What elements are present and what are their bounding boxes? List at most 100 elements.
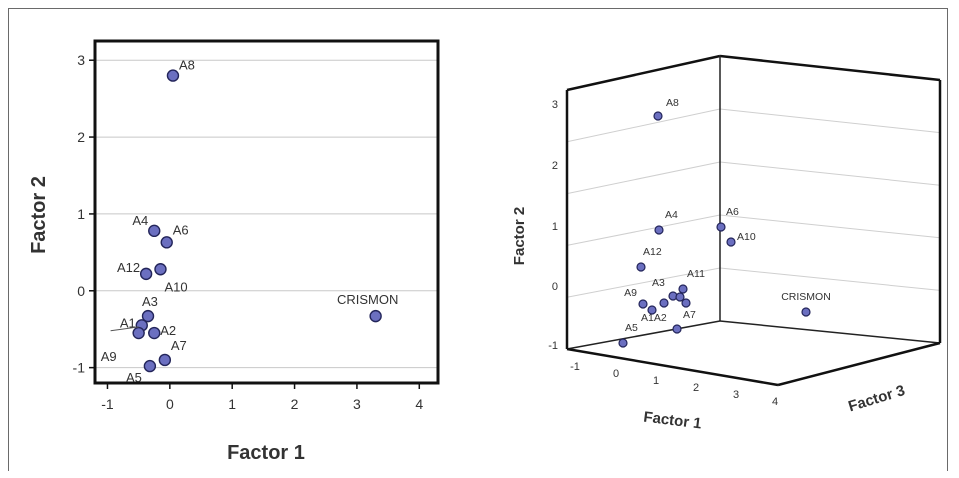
point-label-a10: A10	[164, 279, 187, 294]
point-label-3d-a3: A3	[652, 277, 665, 289]
scatter-2d: -1 0 1 2 3 -1 0 1 2 3 4 A8 A4 A6 A12 A10 A3 A1 A2 A9 A7 A5 CR…	[28, 39, 440, 464]
gridline-3d	[566, 108, 721, 143]
label-leader-a9	[110, 326, 139, 332]
x-tick-label-3d: 1	[653, 375, 659, 387]
points-2d: A8 A4 A6 A12 A10 A3 A1 A2 A9 A7 A5 CRISMON	[101, 58, 399, 386]
point-a6	[160, 236, 173, 249]
point-label-3d-crismon: CRISMON	[781, 291, 831, 303]
point-a8	[166, 69, 180, 82]
y-tick-label-3d: 1	[552, 221, 558, 233]
plot-area-2d	[93, 39, 440, 385]
x-tick-label-3d: 3	[733, 389, 739, 401]
x-tick-label-3d: 2	[693, 382, 699, 394]
point-a2	[148, 326, 161, 340]
x-tick-label-2d: 2	[291, 396, 299, 412]
point-3d-a9	[638, 299, 648, 309]
x-tick-label-3d: 4	[772, 396, 778, 408]
point-3d-a6	[716, 222, 726, 232]
point-label-3d-a6: A6	[726, 206, 739, 218]
gridline-3d	[719, 267, 941, 291]
point-a9	[132, 326, 145, 340]
point-label-a6: A6	[173, 222, 189, 237]
point-label-3d-a4: A4	[665, 209, 678, 221]
x-axis-title-2d: Factor 1	[227, 442, 305, 464]
point-3d-a11	[678, 284, 688, 294]
gridline-3d	[566, 214, 721, 246]
point-3d-a1a2	[659, 298, 669, 308]
point-label-a9: A9	[101, 349, 117, 364]
point-3d-a5	[618, 338, 628, 348]
points-3d: A8 A4 A6 A10 A12 A11 A9 A3 A1A2 A7 A5 CRISMON	[618, 97, 831, 348]
y-tick-label-2d: 3	[77, 52, 85, 68]
point-label-a3: A3	[142, 294, 158, 309]
point-a4	[148, 224, 161, 238]
box-floor-back-left	[566, 320, 721, 350]
point-label-3d-a10: A10	[737, 231, 756, 243]
point-3d-a7	[672, 324, 682, 334]
point-a12	[139, 267, 153, 281]
y-tick-label-2d: -1	[73, 360, 86, 376]
point-3d-cluster	[647, 305, 657, 315]
box-floor-back-right	[719, 320, 941, 344]
point-a7	[158, 353, 172, 367]
point-label-a12: A12	[117, 260, 140, 275]
grid-3d	[566, 108, 941, 298]
y-tick-label-2d: 2	[77, 129, 85, 145]
point-3d-crismon	[801, 307, 811, 317]
point-3d-a12	[636, 262, 646, 272]
point-label-3d-a1a2: A1A2	[641, 312, 667, 324]
figure-frame	[8, 8, 948, 471]
point-a5	[143, 359, 157, 373]
point-label-a4: A4	[132, 213, 148, 228]
box-edge-top-left	[566, 54, 721, 92]
point-label-3d-a8: A8	[666, 97, 679, 109]
ticks-3d: -1 0 1 2 3 -1 0 1 2 3 4	[548, 99, 778, 408]
point-label-a5: A5	[126, 370, 142, 385]
point-a3	[141, 309, 155, 323]
point-label-a7: A7	[171, 338, 187, 353]
point-label-a1: A1	[120, 315, 136, 330]
x-tick-label-2d: 3	[353, 396, 361, 412]
gridline-3d	[719, 108, 941, 134]
x-tick-label-2d: 4	[415, 396, 423, 412]
gridline-3d	[566, 161, 721, 195]
box-3d	[565, 54, 942, 387]
x-axis-title-3d: Factor 1	[643, 409, 703, 433]
point-3d-cluster	[681, 298, 691, 308]
box-edge-top-right	[719, 54, 941, 82]
gridline-3d	[719, 214, 941, 239]
box-floor-front-right	[777, 341, 941, 387]
point-crismon	[369, 309, 382, 323]
y-axis-title-2d: Factor 2	[28, 176, 50, 254]
y-tick-label-2d: 0	[77, 283, 85, 299]
box-floor-front-left	[566, 347, 779, 387]
point-3d-a8	[653, 111, 663, 121]
y-tick-label-3d: 2	[552, 160, 558, 172]
point-label-crismon: CRISMON	[337, 292, 398, 307]
y-tick-label-3d: -1	[548, 340, 558, 352]
y-tick-label-3d: 3	[552, 99, 558, 111]
x-tick-label-2d: -1	[101, 396, 114, 412]
y-axis-title-3d: Factor 2	[511, 207, 528, 265]
point-label-3d-a12: A12	[643, 246, 662, 258]
ticks-2d: -1 0 1 2 3 -1 0 1 2 3 4	[73, 52, 424, 412]
x-tick-label-3d: -1	[570, 361, 580, 373]
point-label-a2: A2	[160, 323, 176, 338]
point-3d-cluster	[675, 292, 685, 302]
point-label-3d-a7: A7	[683, 309, 696, 321]
point-label-3d-a11: A11	[687, 268, 705, 280]
y-tick-label-2d: 1	[77, 206, 85, 222]
point-label-a8: A8	[179, 58, 195, 73]
x-tick-label-3d: 0	[613, 368, 619, 380]
point-label-3d-a5: A5	[625, 322, 638, 334]
point-label-3d-a9: A9	[624, 287, 637, 299]
gridline-3d	[719, 161, 941, 186]
gridline-3d	[566, 267, 721, 298]
z-axis-title-3d: Factor 3	[846, 382, 907, 415]
y-tick-label-3d: 0	[552, 281, 558, 293]
x-tick-label-2d: 0	[166, 396, 174, 412]
point-a10	[154, 263, 167, 276]
point-3d-a4	[654, 225, 664, 235]
